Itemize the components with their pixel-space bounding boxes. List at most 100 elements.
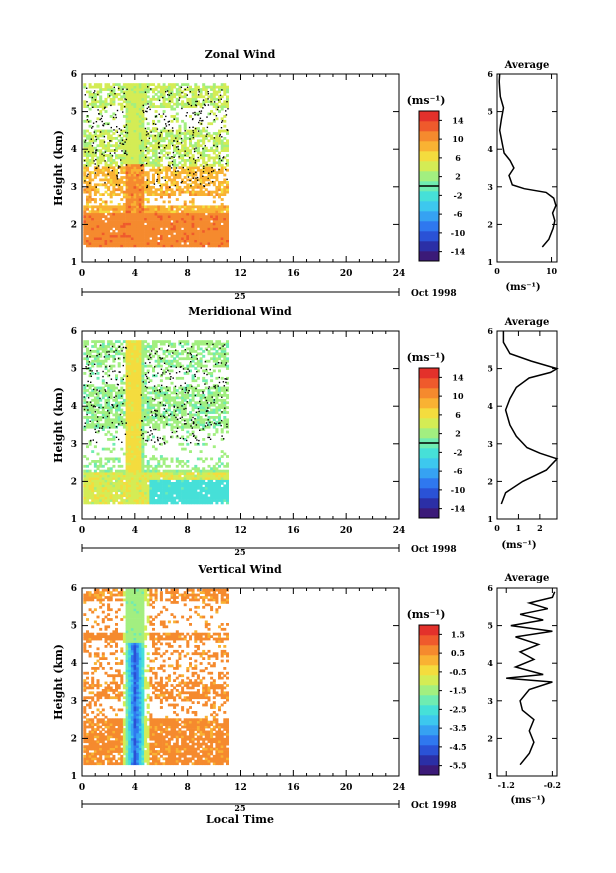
heat-cell: [86, 403, 89, 407]
heat-cell: [207, 149, 211, 152]
noise-dot: [215, 115, 218, 117]
heat-cell: [149, 207, 153, 211]
heat-cell: [115, 376, 118, 380]
heat-cell: [109, 183, 113, 187]
heat-cell: [122, 183, 126, 187]
heat-cell: [93, 413, 97, 417]
heat-cell: [215, 161, 219, 165]
heat-cell: [109, 389, 113, 392]
heat-cell: [136, 229, 140, 233]
heat-cell: [215, 146, 219, 150]
heat-cell: [170, 173, 174, 177]
heat-cell: [196, 479, 200, 483]
heat-cell: [170, 85, 174, 89]
heat-cell: [133, 95, 137, 99]
heat-cell: [133, 472, 137, 475]
colorbar-swatch: [419, 171, 439, 182]
noise-dot: [154, 135, 156, 137]
heat-cell: [173, 352, 177, 356]
heat-cell: [167, 464, 171, 468]
heat-cell: [130, 418, 134, 422]
heat-cell: [128, 455, 132, 458]
heat-cell: [101, 381, 105, 385]
heat-cell: [104, 239, 108, 243]
heat-cell: [86, 119, 89, 123]
heat-cell: [204, 217, 208, 221]
heat-cell: [104, 178, 108, 182]
heat-cell: [117, 391, 121, 395]
heat-cell: [215, 229, 219, 233]
heat-cell: [101, 472, 105, 475]
heat-cell: [202, 411, 206, 414]
heat-cell: [93, 396, 97, 400]
heat-cell: [128, 438, 132, 441]
heat-cell: [86, 237, 89, 240]
heat-cell: [152, 445, 155, 449]
noise-dot: [226, 101, 228, 103]
heat-cell: [154, 154, 158, 157]
noise-dot: [146, 185, 149, 187]
heat-cell: [189, 472, 192, 475]
heat-cell: [96, 357, 100, 361]
noise-dot: [96, 167, 98, 169]
heat-cell: [141, 163, 145, 167]
heat-cell: [83, 474, 87, 478]
noise-dot: [92, 142, 95, 144]
heat-cell: [178, 85, 182, 89]
noise-dot: [218, 168, 220, 171]
heat-cell: [141, 357, 145, 361]
noise-dot: [198, 89, 200, 91]
heat-cell: [202, 154, 206, 157]
heat-cell: [146, 149, 150, 152]
heat-cell: [175, 457, 179, 461]
heat-cell: [218, 210, 221, 214]
heat-cell: [170, 93, 174, 96]
heat-cell: [144, 93, 148, 96]
heat-cell: [130, 134, 134, 138]
heat-cell: [138, 95, 142, 99]
heat-cell: [91, 215, 95, 218]
heat-cell: [107, 489, 111, 493]
heat-cell: [186, 460, 190, 463]
heat-cell: [210, 181, 214, 184]
heat-cell: [173, 154, 177, 157]
heat-cell: [144, 352, 148, 356]
heat-cell: [215, 222, 219, 226]
heat-cell: [96, 149, 100, 152]
heat-cell: [170, 190, 174, 194]
heat-cell: [141, 450, 145, 453]
heat-cell: [130, 117, 134, 121]
heat-cell: [144, 496, 148, 500]
heat-cell: [157, 486, 161, 490]
heat-cell: [152, 242, 155, 245]
heat-cell: [194, 190, 198, 194]
heat-cell: [165, 474, 169, 478]
heat-cell: [130, 472, 134, 475]
heat-cell: [186, 100, 190, 104]
heat-cell: [138, 207, 142, 211]
heat-cell: [107, 394, 111, 397]
heat-cell: [136, 430, 140, 434]
heat-cell: [165, 85, 169, 89]
noise-dot: [125, 164, 128, 166]
heat-cell: [83, 482, 87, 485]
heat-cell: [138, 232, 142, 236]
heat-cell: [93, 237, 97, 240]
heat-cell: [194, 97, 198, 101]
heat-cell: [178, 171, 182, 174]
heat-cell: [183, 438, 187, 441]
heat-cell: [88, 374, 92, 378]
heat-cell: [149, 499, 153, 502]
heat-cell: [120, 154, 124, 157]
heat-cell: [122, 232, 126, 236]
heat-cell: [109, 242, 113, 245]
heat-cell: [130, 408, 134, 412]
heat-cell: [112, 499, 116, 502]
heat-cell: [86, 217, 89, 221]
heat-cell: [165, 225, 169, 228]
heat-cell: [136, 88, 140, 91]
heat-cell: [128, 112, 132, 116]
heat-cell: [141, 154, 145, 157]
heat-cell: [146, 491, 150, 495]
